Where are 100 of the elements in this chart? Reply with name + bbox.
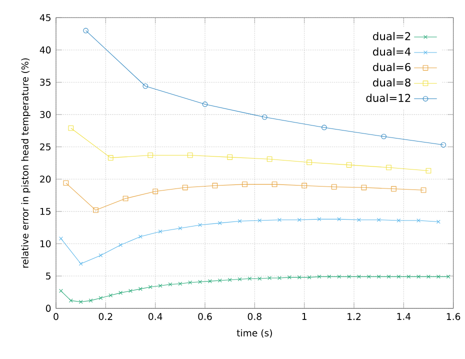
point [187, 152, 193, 158]
x-axis-title: time (s) [236, 329, 272, 338]
point [381, 134, 386, 140]
point [238, 277, 242, 282]
point [272, 182, 278, 187]
point [297, 218, 302, 222]
point [287, 275, 292, 280]
point [98, 253, 103, 258]
point [416, 218, 421, 222]
point [366, 274, 371, 279]
x-tick-label: 1.6 [446, 313, 460, 320]
y-tick-label: 15 [40, 208, 50, 215]
point [138, 234, 142, 239]
point [212, 182, 218, 188]
x-tick-label: 1.4 [397, 313, 411, 320]
point [93, 207, 98, 213]
point [188, 280, 192, 284]
point [178, 226, 182, 230]
point [148, 285, 152, 289]
legend-label: dual=8 [373, 78, 410, 87]
point [228, 278, 232, 282]
point [202, 102, 208, 107]
point [337, 217, 342, 222]
point [426, 168, 432, 174]
point [218, 221, 222, 226]
point [78, 262, 83, 266]
point [396, 218, 401, 222]
point [347, 274, 351, 279]
y-tick-label: 30 [40, 111, 51, 118]
point [178, 282, 182, 286]
x-tick-label: 1 [302, 313, 306, 320]
point [262, 114, 268, 120]
y-tick-label: 40 [40, 46, 51, 54]
point [337, 274, 342, 279]
legend-label: dual=2 [373, 32, 410, 40]
point [198, 223, 202, 227]
point [356, 218, 361, 222]
x-tick-label: 0.2 [98, 313, 112, 320]
point [122, 196, 128, 202]
point [88, 298, 93, 303]
y-axis-title: relative error in piston head temperature (%) [21, 58, 30, 268]
point [248, 276, 252, 281]
x-tick-label: 1.2 [348, 313, 360, 320]
point [331, 184, 337, 190]
y-tick-label: 45 [40, 14, 50, 22]
point [306, 160, 312, 166]
point [108, 293, 113, 298]
point [391, 186, 396, 192]
point [98, 296, 103, 300]
x-tick-label: 0.8 [248, 313, 262, 320]
point [148, 152, 154, 158]
point [158, 229, 162, 234]
legend-label: dual=12 [366, 94, 410, 102]
point [297, 275, 302, 280]
point [238, 219, 242, 224]
point [406, 274, 411, 279]
point [108, 155, 114, 160]
point [376, 218, 381, 222]
point [198, 280, 202, 284]
point [278, 218, 282, 222]
point [317, 217, 322, 222]
point [152, 188, 158, 194]
point [68, 298, 73, 303]
point [361, 184, 367, 190]
point [158, 284, 162, 288]
y-tick-label: 25 [40, 143, 50, 150]
legend-label: dual=6 [373, 62, 411, 72]
x-tick-label: 0.6 [198, 313, 212, 320]
point [436, 274, 440, 279]
point [118, 243, 123, 247]
y-tick-label: 5 [46, 272, 50, 280]
point [386, 164, 392, 170]
y-tick-label: 10 [40, 240, 51, 248]
point [128, 288, 132, 293]
point [168, 282, 172, 286]
point [317, 274, 322, 279]
y-tick-label: 35 [40, 78, 50, 86]
point [426, 274, 430, 279]
point [78, 300, 83, 304]
point [138, 286, 142, 291]
point [356, 274, 361, 279]
legend-label: dual=4 [373, 47, 411, 56]
point [386, 274, 391, 279]
point [118, 290, 123, 295]
point [218, 278, 222, 283]
point [68, 125, 74, 131]
x-tick-label: 0 [54, 313, 58, 320]
point [302, 182, 307, 188]
point [242, 182, 248, 187]
x-tick-label: 0.4 [148, 313, 162, 320]
point [416, 274, 421, 279]
point [258, 218, 262, 222]
point [396, 274, 401, 279]
point [142, 83, 148, 89]
point [376, 274, 381, 279]
point [322, 124, 327, 130]
y-tick-label: 20 [40, 176, 51, 183]
point [327, 274, 332, 279]
point [268, 276, 272, 280]
y-tick-label: 0 [46, 304, 51, 312]
